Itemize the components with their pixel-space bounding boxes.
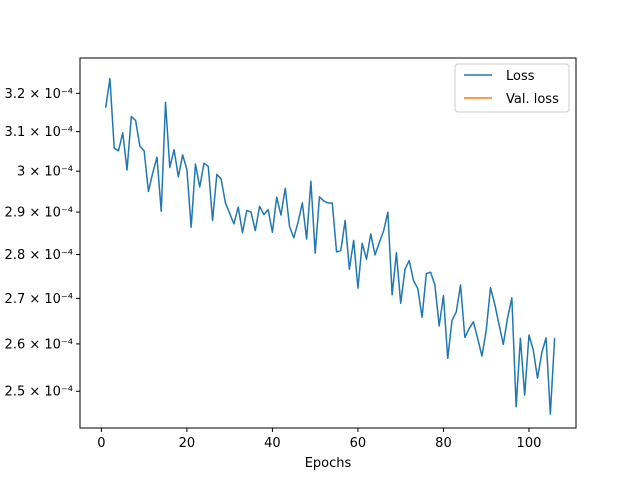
x-tick-label: 0: [97, 436, 105, 451]
y-tick-label: 2.5 × 10⁻⁴: [5, 385, 73, 400]
plot-lines: [104, 77, 556, 415]
legend-label-loss: Loss: [506, 69, 535, 84]
x-tick-label: 40: [264, 436, 281, 451]
legend: Loss Val. loss: [454, 63, 570, 113]
y-tick-label: 2.9 × 10⁻⁴: [5, 206, 73, 221]
x-tick-label: 80: [435, 436, 452, 451]
y-axis-ticks: 2.5 × 10⁻⁴ 2.6 × 10⁻⁴ 2.7 × 10⁻⁴ 2.8 × 10⁻⁴…: [5, 87, 80, 400]
legend-box: [454, 63, 570, 113]
x-tick-label: 60: [350, 436, 367, 451]
y-tick-label: 3 × 10⁻⁴: [17, 165, 73, 180]
x-tick-label: 20: [179, 436, 196, 451]
x-axis-ticks: 0 20 40 60 80 100: [97, 428, 541, 451]
x-axis-label: Epochs: [305, 456, 352, 471]
y-tick-label: 2.6 × 10⁻⁴: [5, 337, 73, 352]
y-tick-label: 3.1 × 10⁻⁴: [5, 125, 73, 140]
plot-frame: [79, 57, 577, 429]
y-tick-label: 2.8 × 10⁻⁴: [5, 248, 73, 263]
y-tick-label: 2.7 × 10⁻⁴: [5, 292, 73, 307]
y-tick-label: 3.2 × 10⁻⁴: [5, 87, 73, 102]
x-tick-label: 100: [517, 436, 542, 451]
series-line-loss: [104, 77, 556, 415]
legend-label-val-loss: Val. loss: [506, 92, 559, 107]
